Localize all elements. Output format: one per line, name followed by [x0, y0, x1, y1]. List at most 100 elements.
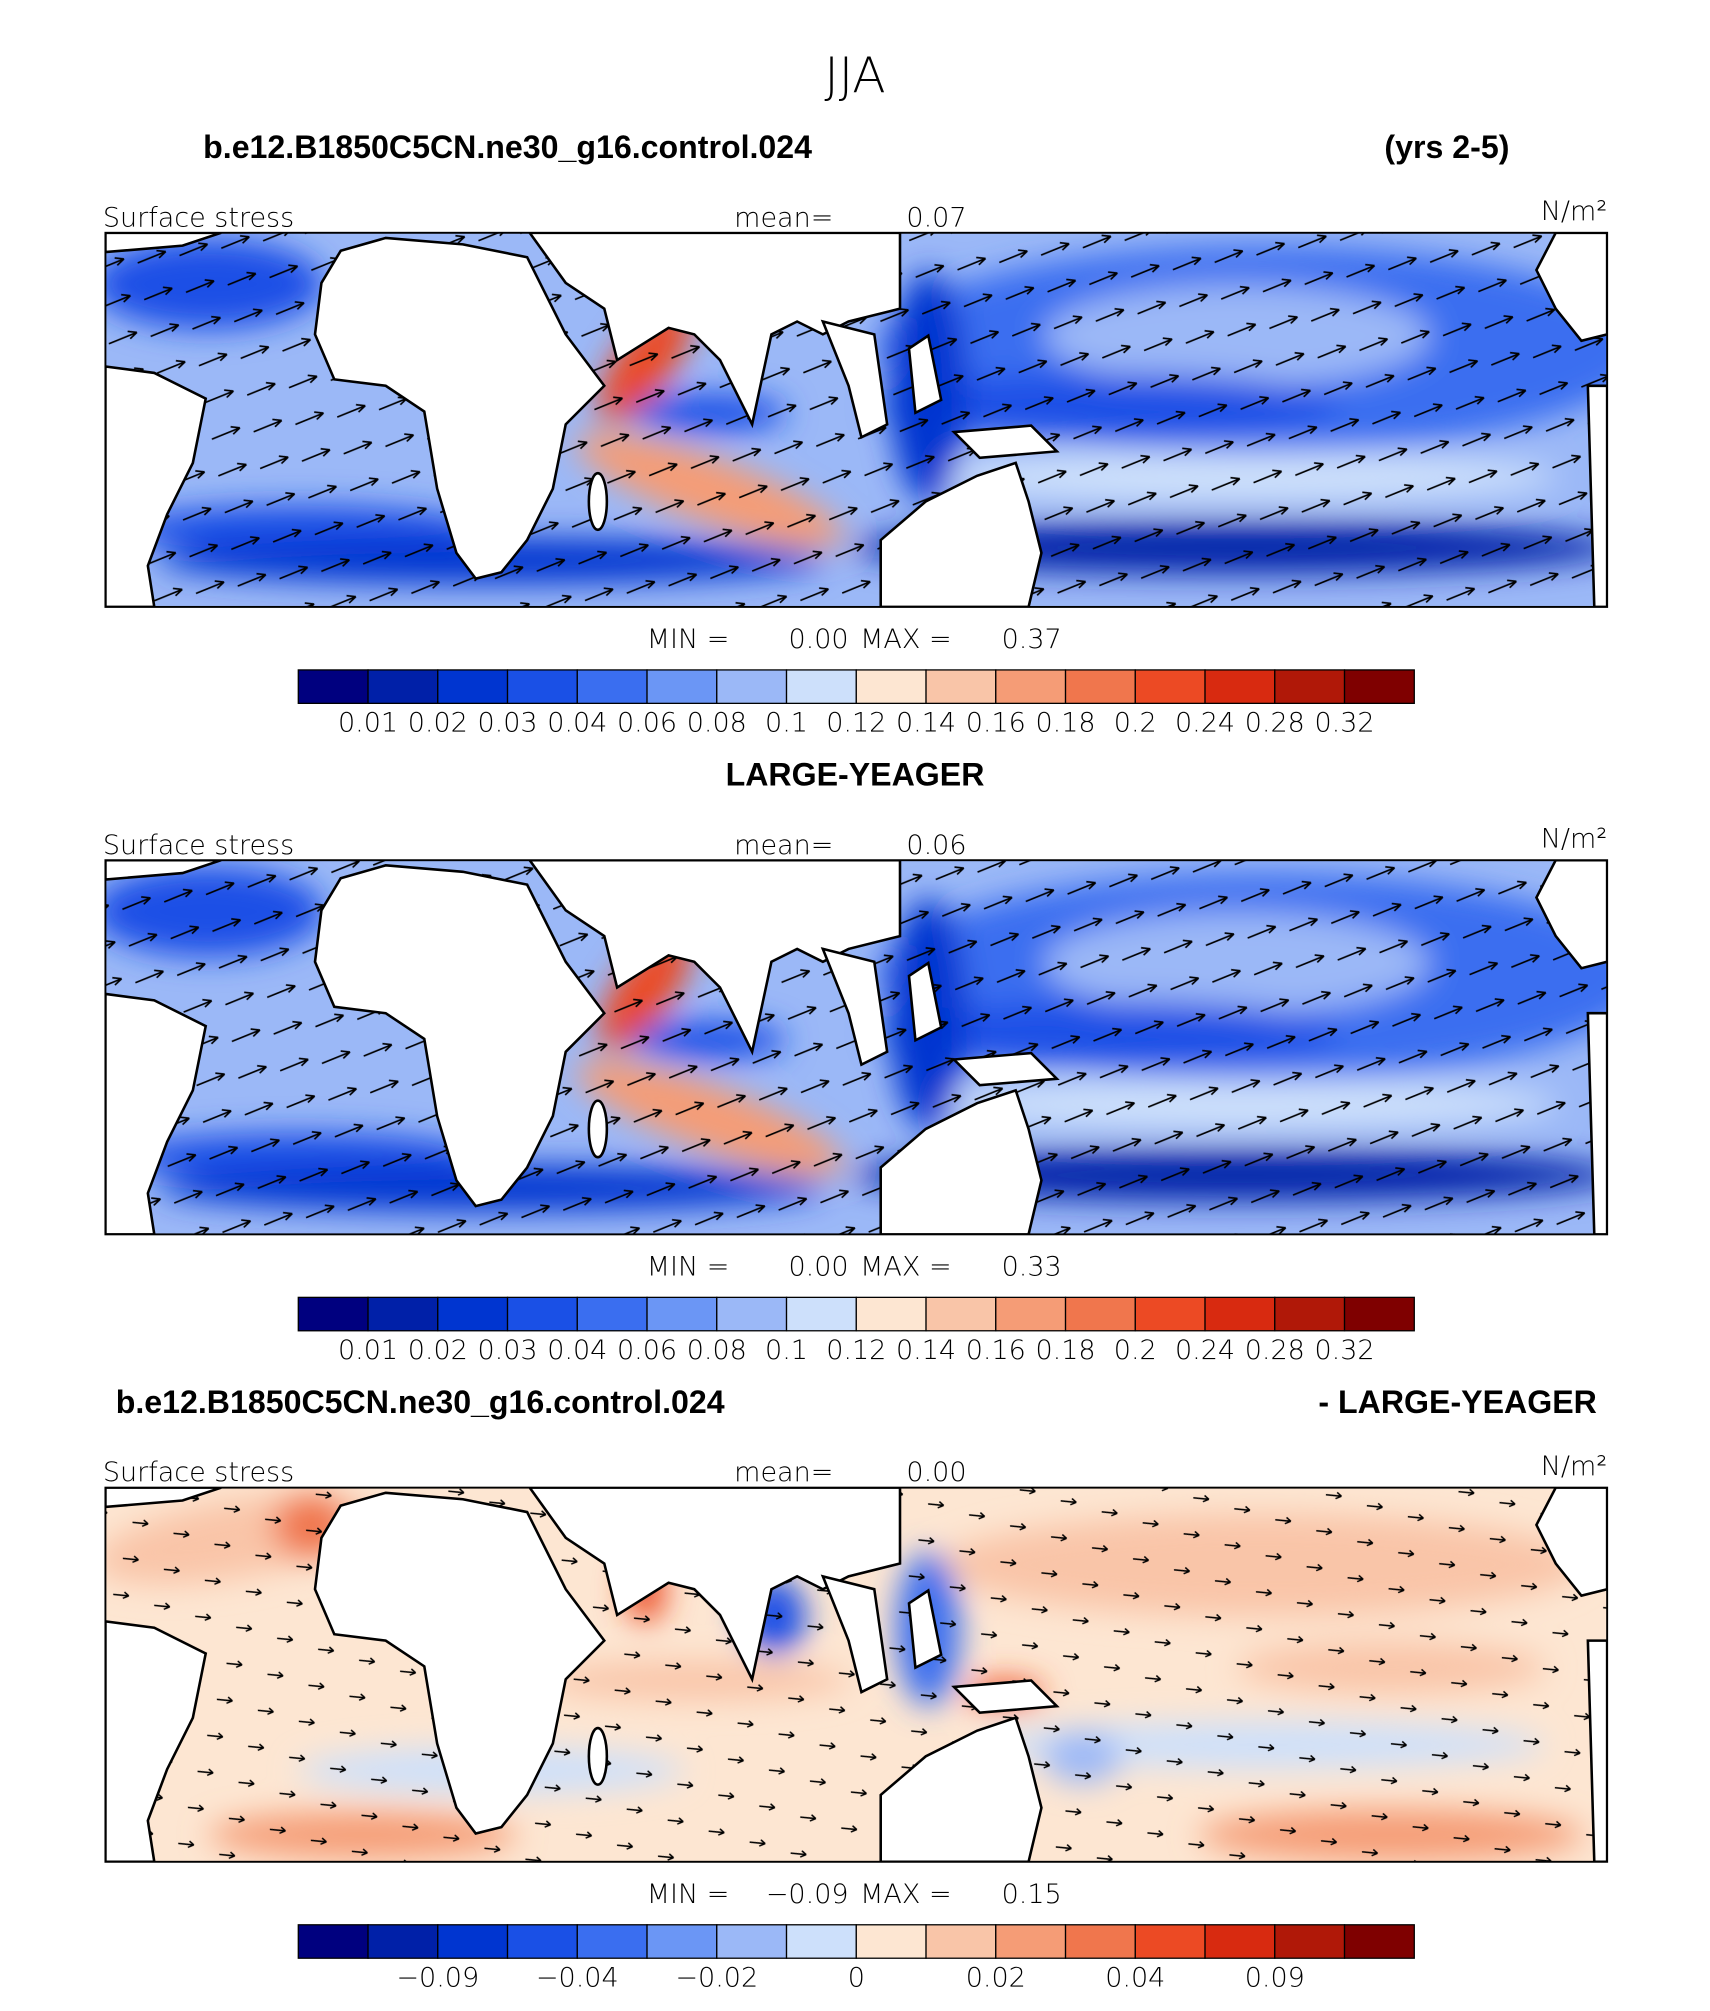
colorbar-label: 0.01 — [338, 1335, 398, 1366]
colorbar-box — [995, 1924, 1067, 1959]
colorbar-box — [1134, 1924, 1206, 1959]
max-label: MAX = — [860, 624, 951, 655]
mean-label: mean= — [734, 1457, 833, 1488]
colorbar-label: 0.02 — [966, 1963, 1026, 1994]
max-label: MAX = — [860, 1252, 951, 1283]
colorbar-label: 0.02 — [408, 708, 468, 739]
colorbar-box — [1274, 1296, 1346, 1332]
colorbar-box — [925, 1924, 997, 1959]
colorbar-box — [297, 1296, 369, 1332]
colorbar-box — [855, 669, 927, 705]
max-value: 0.33 — [1002, 1252, 1062, 1283]
colorbar-label: 0.08 — [687, 1335, 747, 1366]
units-label: N/m² — [1541, 1451, 1607, 1482]
colorbar-box — [1134, 669, 1206, 705]
colorbar-box — [925, 1296, 997, 1332]
min-label: MIN = — [647, 1252, 730, 1283]
colorbar-box — [576, 669, 648, 705]
colorbar-box — [995, 1296, 1067, 1332]
colorbar-label: 0.32 — [1314, 1335, 1374, 1366]
mean-value: 0.00 — [906, 1457, 966, 1488]
panel-heading: b.e12.B1850C5CN.ne30_g16.control.024 — [203, 129, 812, 165]
colorbar-label: 0.1 — [765, 708, 808, 739]
colorbar-label: 0.02 — [408, 1335, 468, 1366]
colorbar-box — [1343, 669, 1415, 705]
colorbar-box — [716, 1924, 788, 1959]
colorbar-label: 0.09 — [1245, 1963, 1305, 1994]
colorbar-label: 0.14 — [896, 708, 956, 739]
colorbar-box — [367, 1296, 439, 1332]
colorbar-label: 0.16 — [966, 1335, 1026, 1366]
colorbar-label: 0.14 — [896, 1335, 956, 1366]
mean-label: mean= — [734, 830, 833, 861]
colorbar-label: −0.04 — [536, 1963, 619, 1994]
panel: b.e12.B1850C5CN.ne30_g16.control.024 - LA… — [103, 1384, 1609, 1994]
colorbar-box — [1064, 1924, 1136, 1959]
map — [105, 1487, 1608, 1862]
colorbar-box — [1274, 1924, 1346, 1959]
colorbar-label: 0.01 — [338, 708, 398, 739]
colorbar-label: 0.28 — [1245, 1335, 1305, 1366]
colorbar-box — [1204, 669, 1276, 705]
colorbar-box — [855, 1296, 927, 1332]
mean-label: mean= — [734, 202, 833, 233]
min-value: 0.00 — [788, 1252, 848, 1283]
colorbar-label: 0.2 — [1114, 708, 1157, 739]
colorbar-box — [785, 1924, 857, 1959]
colorbar-box — [576, 1924, 648, 1959]
colorbar-label: 0 — [848, 1963, 865, 1994]
colorbar-box — [437, 1296, 509, 1332]
figure-title: JJA — [824, 48, 885, 105]
panel-heading-right: - LARGE-YEAGER — [1318, 1384, 1596, 1420]
variable-label: Surface stress — [103, 1457, 294, 1488]
colorbar-label: −0.09 — [396, 1963, 479, 1994]
variable-label: Surface stress — [103, 202, 294, 233]
colorbar-label: 0.24 — [1175, 708, 1235, 739]
colorbar-box — [855, 1924, 927, 1959]
units-label: N/m² — [1541, 823, 1607, 854]
map — [105, 232, 1608, 607]
map-frame — [104, 859, 1609, 1236]
colorbar-box — [1064, 1296, 1136, 1332]
colorbar-box — [646, 1296, 718, 1332]
colorbar-label: 0.24 — [1175, 1335, 1235, 1366]
colorbar-label: 0.12 — [826, 1335, 886, 1366]
colorbar-box — [367, 1924, 439, 1959]
max-value: 0.15 — [1002, 1879, 1062, 1910]
colorbar-box — [646, 669, 718, 705]
colorbar-label: 0.16 — [966, 708, 1026, 739]
colorbar-label: 0.04 — [1105, 1963, 1165, 1994]
colorbar-box — [297, 669, 369, 705]
map — [105, 860, 1608, 1235]
colorbar-label: 0.04 — [547, 1335, 607, 1366]
colorbar-box — [1343, 1924, 1415, 1959]
colorbar-box — [506, 669, 578, 705]
colorbar-box — [716, 1296, 788, 1332]
panel-heading: LARGE-YEAGER — [726, 757, 985, 793]
panel: LARGE-YEAGER Surface stress mean= 0.06 N/m² M… — [103, 757, 1609, 1366]
colorbar-box — [1204, 1296, 1276, 1332]
mean-value: 0.07 — [906, 202, 966, 233]
panel: b.e12.B1850C5CN.ne30_g16.control.024 (yrs… — [103, 129, 1609, 739]
colorbar-label: 0.08 — [687, 708, 747, 739]
colorbar-box — [1064, 669, 1136, 705]
colorbar-box — [995, 669, 1067, 705]
colorbar-label: 0.06 — [617, 1335, 677, 1366]
colorbar-label: 0.1 — [765, 1335, 808, 1366]
max-label: MAX = — [860, 1879, 951, 1910]
colorbar-box — [506, 1924, 578, 1959]
colorbar-label: 0.03 — [477, 708, 537, 739]
colorbar-box — [437, 669, 509, 705]
colorbar-box — [297, 1924, 369, 1959]
map-frame — [104, 231, 1609, 608]
colorbar-box — [925, 669, 997, 705]
colorbar-box — [367, 669, 439, 705]
colorbar-label: 0.18 — [1035, 708, 1095, 739]
max-value: 0.37 — [1002, 624, 1062, 655]
colorbar-box — [716, 669, 788, 705]
colorbar-box — [437, 1924, 509, 1959]
colorbar-box — [1274, 669, 1346, 705]
colorbar-box — [785, 1296, 857, 1332]
colorbar-box — [785, 669, 857, 705]
